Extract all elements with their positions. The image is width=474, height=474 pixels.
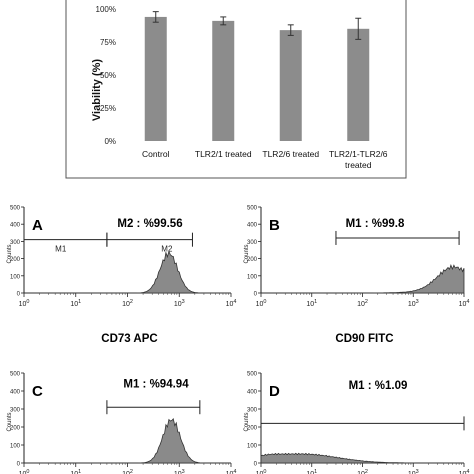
x-axis-title: CD90 FITC <box>335 333 393 345</box>
bar-category-label: Control <box>142 149 170 159</box>
y-axis-label: Counts <box>7 412 13 431</box>
bar <box>212 20 235 142</box>
bar-y-tick-label: 0% <box>104 137 116 146</box>
y-tick-label: 500 <box>247 372 258 378</box>
x-tick-label: 102 <box>357 299 368 308</box>
bar <box>144 16 167 142</box>
histogram-area <box>24 417 231 464</box>
x-tick-label: 103 <box>408 299 419 308</box>
error-bar <box>355 17 362 40</box>
x-tick-label: 103 <box>174 469 185 474</box>
x-tick-label: 102 <box>357 469 368 474</box>
panel-letter: A <box>32 217 43 234</box>
bar-category-label: treated <box>345 160 372 170</box>
y-tick-label: 200 <box>247 257 258 263</box>
y-axis-label: Counts <box>7 244 13 263</box>
histogram-area <box>24 250 231 294</box>
y-tick-label: 0 <box>17 462 21 468</box>
panel-letter: C <box>32 383 43 400</box>
x-tick-label: 102 <box>122 299 133 308</box>
y-tick-label: 200 <box>10 426 21 432</box>
gate-percentage-label: M1 : %1.09 <box>349 380 408 392</box>
y-tick-label: 100 <box>10 274 21 280</box>
x-tick-label: 103 <box>174 299 185 308</box>
gate-percentage-label: M1 : %99.8 <box>346 218 405 230</box>
y-tick-label: 100 <box>247 444 258 450</box>
x-tick-label: 101 <box>306 299 317 308</box>
y-tick-label: 300 <box>247 408 258 414</box>
y-tick-label: 0 <box>17 292 21 298</box>
x-tick-label: 102 <box>122 469 133 474</box>
y-tick-label: 400 <box>10 223 21 229</box>
gate-marker <box>335 230 460 245</box>
error-bar <box>287 24 294 36</box>
gate-marker <box>106 400 201 415</box>
error-bar <box>152 11 159 23</box>
x-tick-label: 100 <box>19 469 30 474</box>
bar-y-tick-label: 75% <box>100 38 116 47</box>
x-tick-label: 101 <box>70 299 81 308</box>
x-tick-label: 104 <box>459 469 470 474</box>
y-tick-label: 100 <box>247 274 258 280</box>
y-tick-label: 100 <box>10 444 21 450</box>
y-axis-label: Counts <box>244 244 250 263</box>
y-tick-label: 500 <box>10 206 21 212</box>
x-tick-label: 101 <box>70 469 81 474</box>
x-tick-label: 104 <box>459 299 470 308</box>
flow-panel-c: 0100200300400500Counts100101102103104M1 … <box>7 372 236 474</box>
gate-marker <box>260 416 465 431</box>
bar <box>279 30 302 141</box>
x-tick-label: 103 <box>408 469 419 474</box>
y-tick-label: 0 <box>254 292 258 298</box>
flow-panel-d: 0100200300400500Counts100101102103104M1 … <box>244 372 469 474</box>
x-tick-label: 101 <box>306 469 317 474</box>
histogram-area <box>261 264 465 294</box>
x-tick-label: 100 <box>256 469 267 474</box>
bar-y-tick-label: 50% <box>100 71 116 80</box>
panel-letter: D <box>269 383 280 400</box>
y-tick-label: 300 <box>247 240 258 246</box>
bar-category-label: TLR2/6 treated <box>262 149 319 159</box>
x-tick-label: 104 <box>226 299 237 308</box>
bar-y-tick-label: 100% <box>96 5 116 14</box>
x-tick-label: 104 <box>226 469 237 474</box>
y-tick-label: 200 <box>247 426 258 432</box>
y-tick-label: 400 <box>10 390 21 396</box>
bar-category-label: TLR2/1-TLR2/6 <box>329 149 388 159</box>
y-tick-label: 500 <box>10 372 21 378</box>
x-axis-title: CD73 APC <box>101 333 157 345</box>
bar-y-tick-label: 25% <box>100 104 116 113</box>
gate-percentage-label: M1 : %94.94 <box>123 378 189 390</box>
y-tick-label: 200 <box>10 257 21 263</box>
y-axis-label: Counts <box>244 412 250 431</box>
y-tick-label: 300 <box>10 240 21 246</box>
x-tick-label: 100 <box>19 299 30 308</box>
histogram-area <box>260 452 464 464</box>
y-tick-label: 0 <box>254 462 258 468</box>
bar-category-label: TLR2/1 treated <box>195 149 252 159</box>
error-bar <box>220 16 227 26</box>
panel-letter: B <box>269 217 280 234</box>
bar <box>347 28 370 141</box>
gate-short-label: M2 <box>161 244 173 253</box>
viability-bar-chart: Viability (%) 0% 25% 50% 75% 100% Control TLR… <box>65 0 407 179</box>
y-tick-label: 400 <box>247 223 258 229</box>
y-tick-label: 500 <box>247 206 258 212</box>
x-tick-label: 100 <box>256 299 267 308</box>
bar-y-axis-label: Viability (%) <box>91 59 103 121</box>
y-tick-label: 400 <box>247 390 258 396</box>
gate-marker <box>106 232 193 247</box>
gate-percentage-label: M2 : %99.56 <box>117 218 182 230</box>
gate-short-label: M1 <box>55 244 67 253</box>
y-tick-label: 300 <box>10 408 21 414</box>
